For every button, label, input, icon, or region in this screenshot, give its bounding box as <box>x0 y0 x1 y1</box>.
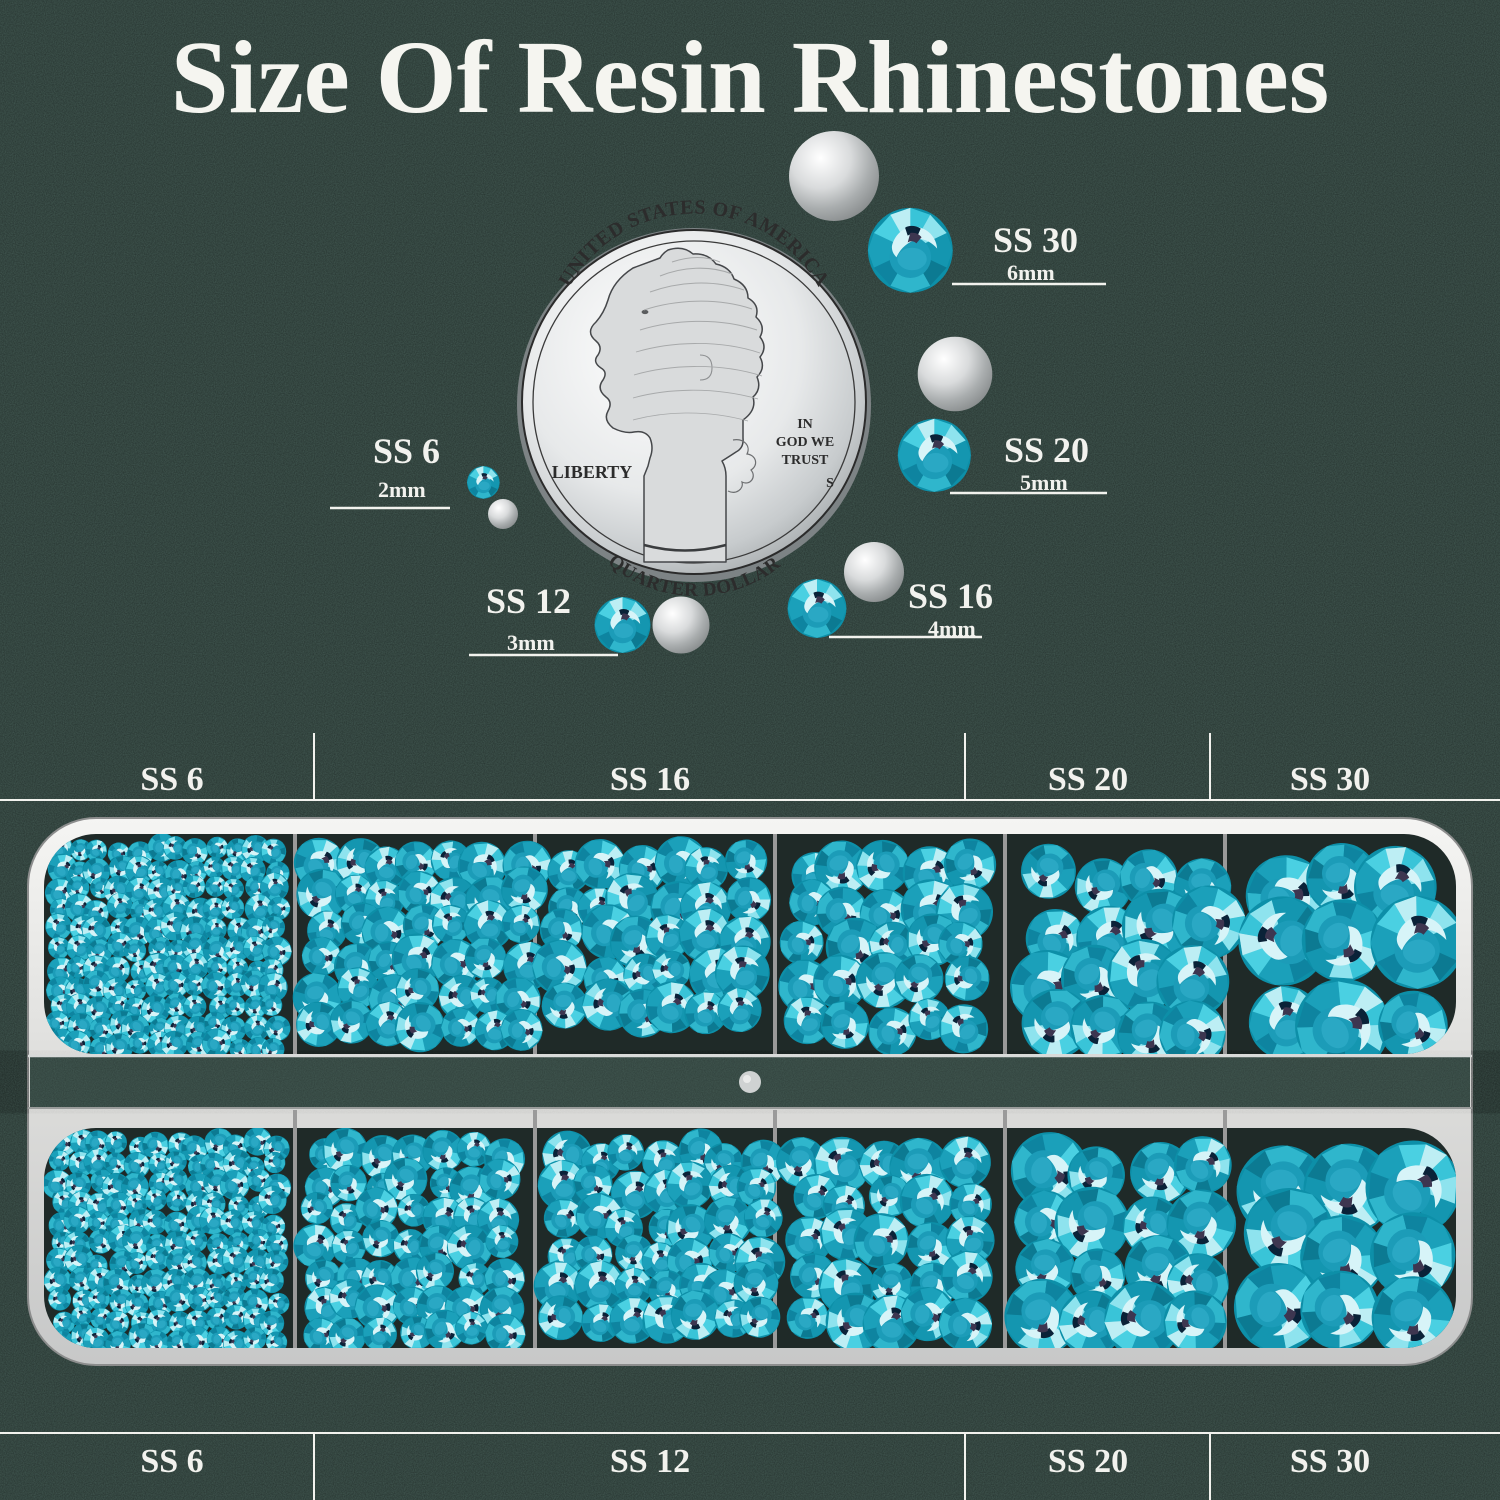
svg-text:SS 20: SS 20 <box>1048 1443 1128 1480</box>
svg-text:SS 6: SS 6 <box>140 1443 203 1480</box>
svg-text:SS 12: SS 12 <box>610 1443 690 1480</box>
svg-text:SS 30: SS 30 <box>1290 1443 1370 1480</box>
